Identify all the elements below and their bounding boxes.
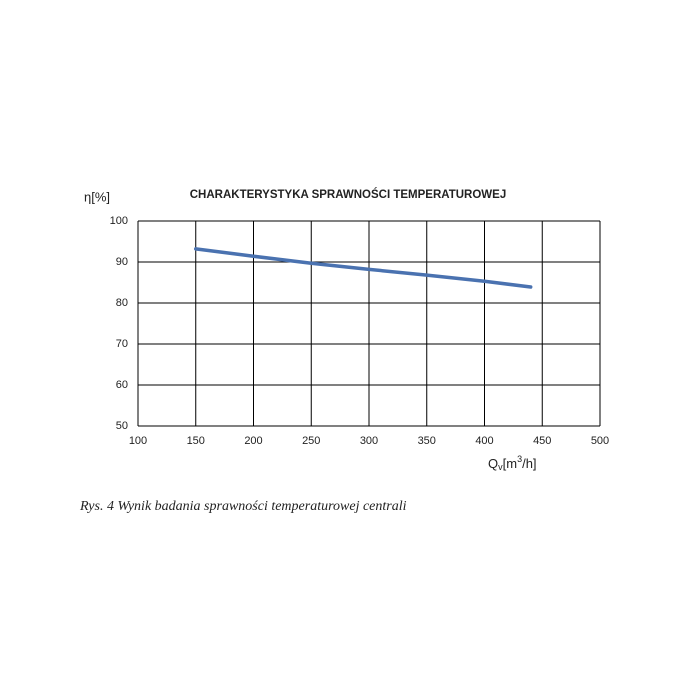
caption: Rys. 4 Wynik badania sprawności temperat… bbox=[79, 499, 407, 514]
x-label-part: [m bbox=[503, 456, 517, 471]
x-tick-label: 200 bbox=[244, 435, 262, 447]
x-axis-label: Qv[m3/h] bbox=[488, 454, 537, 472]
x-label-part: Q bbox=[488, 456, 498, 471]
x-tick-label: 350 bbox=[418, 435, 436, 447]
x-tick-label: 450 bbox=[533, 435, 551, 447]
x-tick-label: 500 bbox=[591, 435, 609, 447]
x-tick-label: 100 bbox=[129, 435, 147, 447]
chart-title: CHARAKTERYSTYKA SPRAWNOŚCI TEMPERATUROWE… bbox=[190, 188, 506, 201]
x-tick-label: 300 bbox=[360, 435, 378, 447]
x-tick-label: 400 bbox=[475, 435, 493, 447]
x-label-part: /h] bbox=[522, 456, 536, 471]
y-tick-label: 80 bbox=[116, 297, 128, 309]
y-tick-label: 90 bbox=[116, 256, 128, 268]
y-tick-label: 100 bbox=[110, 215, 128, 227]
x-label-part: 3 bbox=[517, 454, 522, 464]
data-line bbox=[194, 247, 533, 289]
x-label-part: v bbox=[498, 462, 503, 472]
y-axis-label: η[%] bbox=[84, 189, 110, 204]
x-tick-label: 250 bbox=[302, 435, 320, 447]
y-tick-label: 50 bbox=[116, 420, 128, 432]
x-tick-label: 150 bbox=[187, 435, 205, 447]
y-tick-label: 70 bbox=[116, 338, 128, 350]
y-tick-label: 60 bbox=[116, 379, 128, 391]
